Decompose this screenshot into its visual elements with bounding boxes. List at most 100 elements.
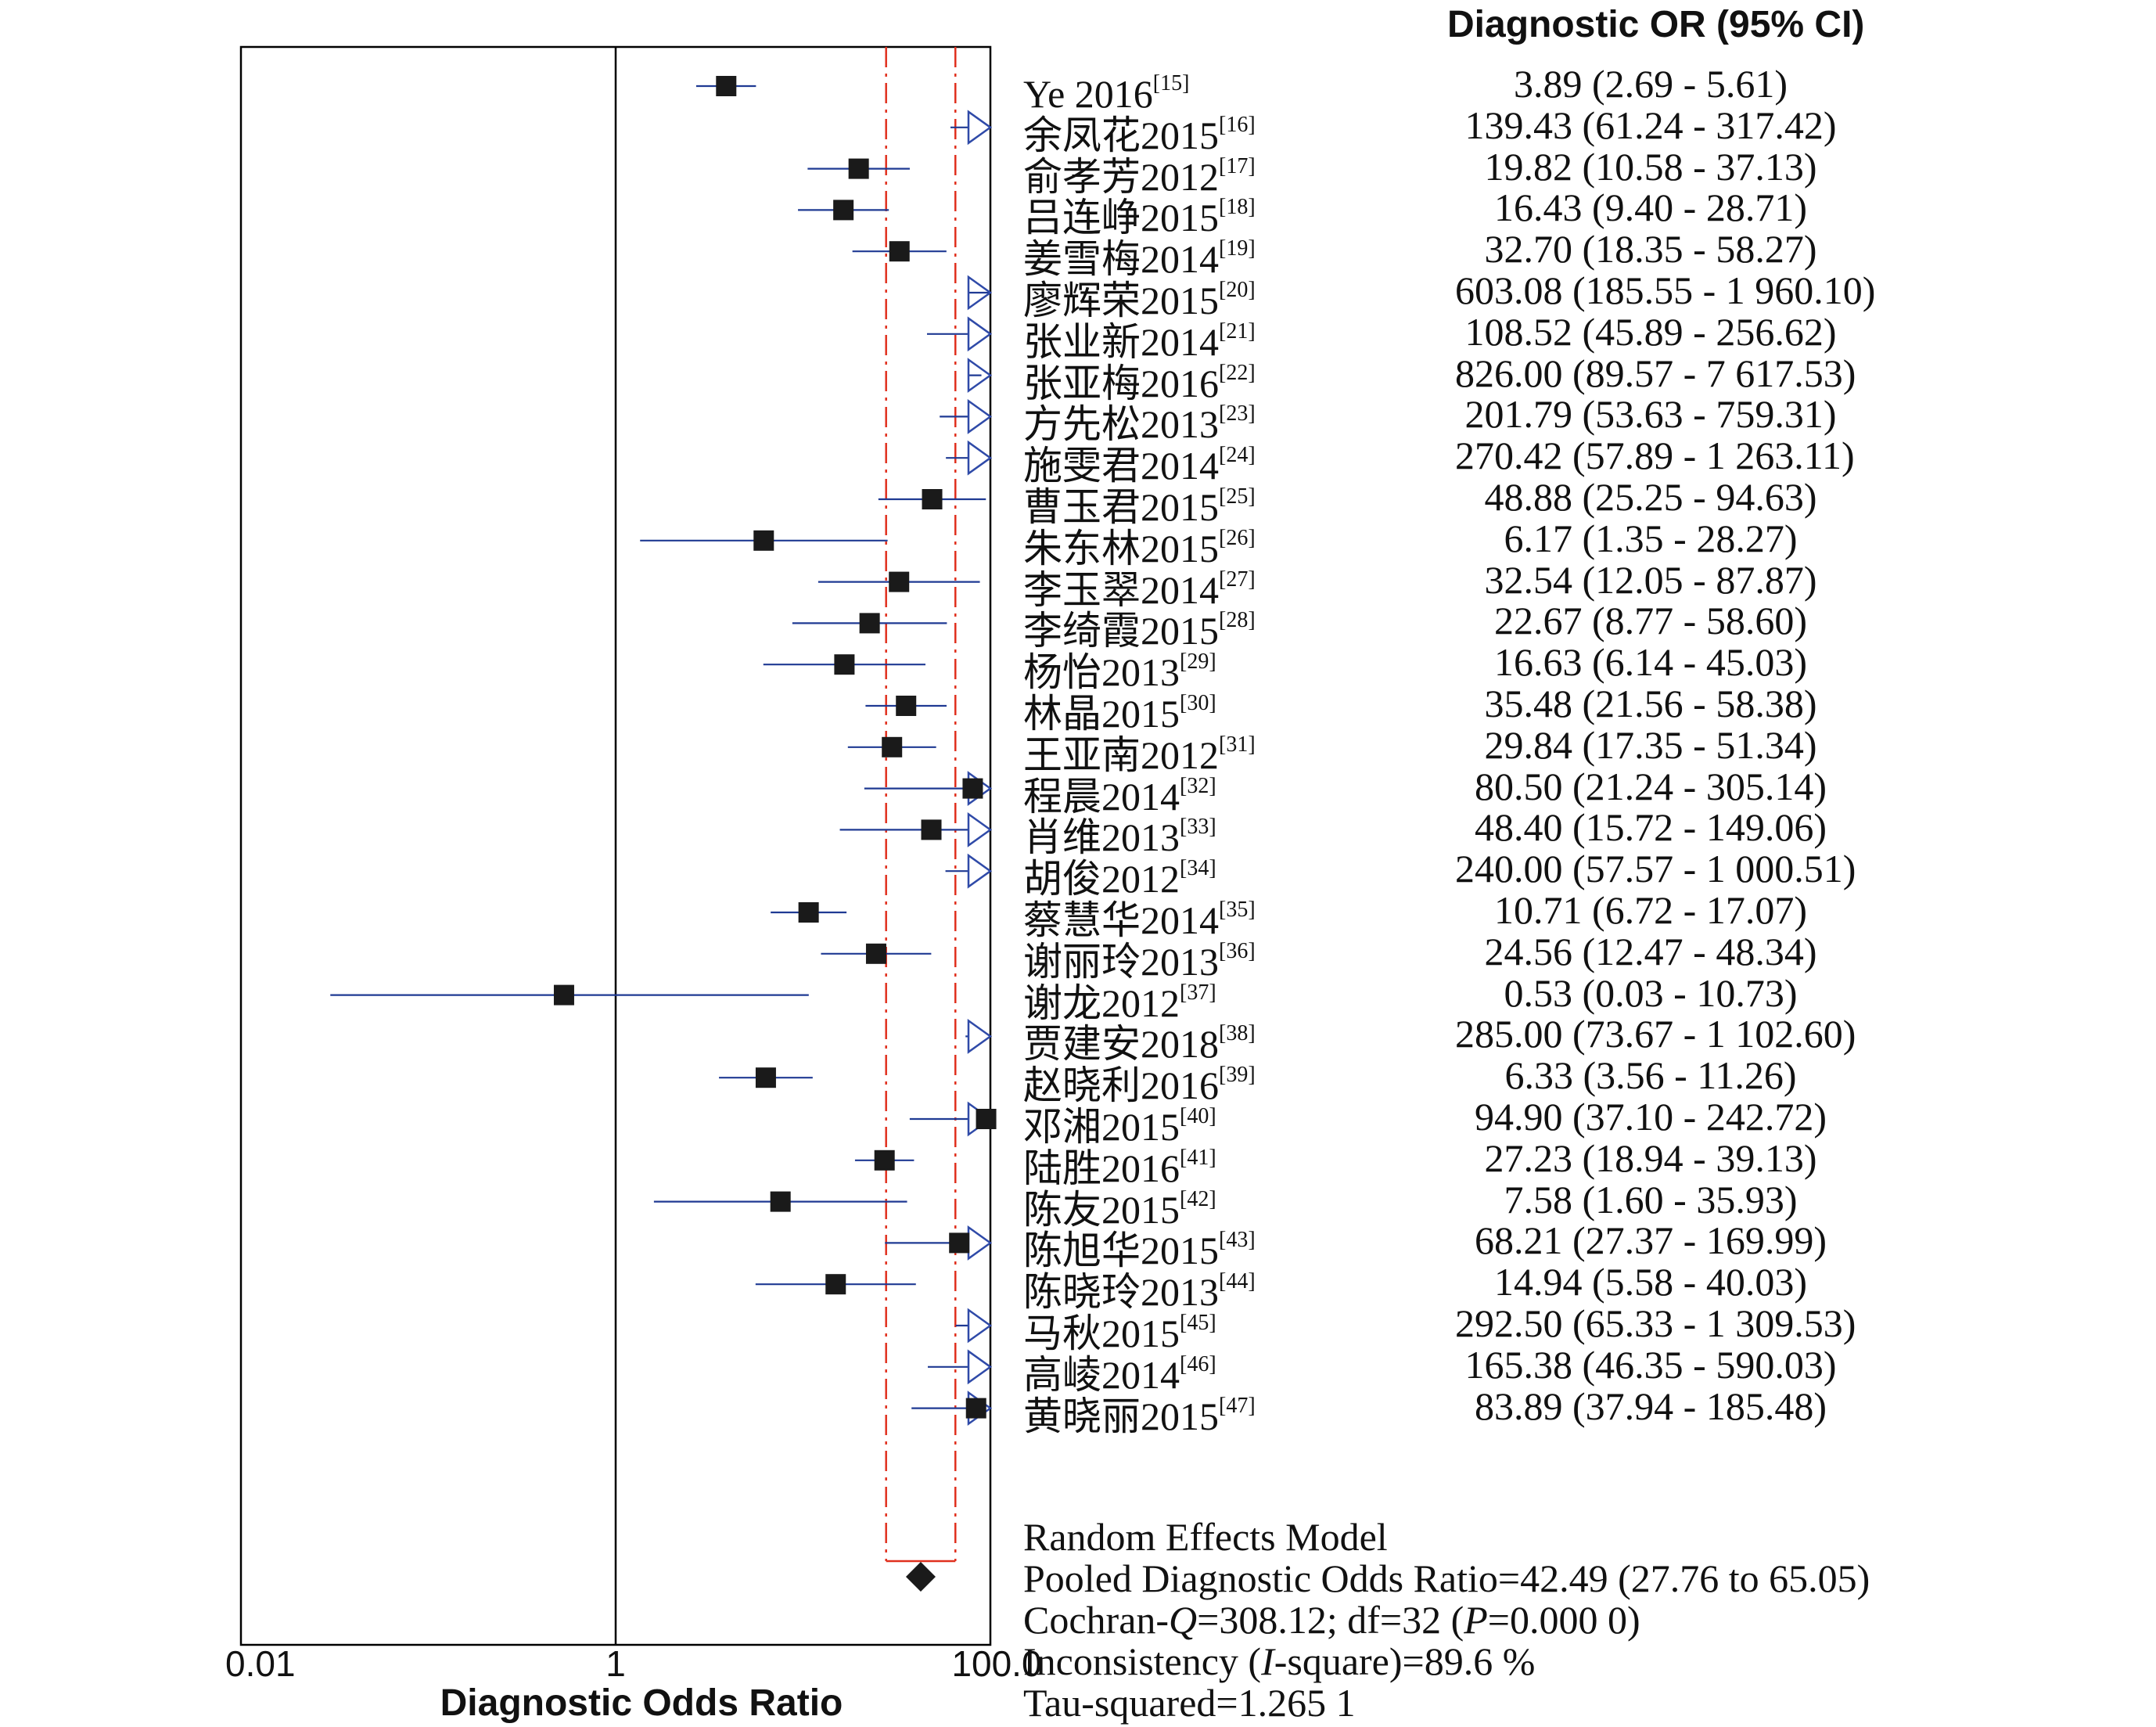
study-reference: [28] bbox=[1219, 608, 1256, 633]
or-marker-26 bbox=[976, 1109, 997, 1129]
or-marker-15 bbox=[834, 654, 855, 675]
or-value-6: 603.08 (185.55 - 1 960.10) bbox=[1455, 268, 1876, 312]
or-value-31: 292.50 (65.33 - 1 309.53) bbox=[1455, 1301, 1856, 1345]
study-label-30: 陈晓玲2013[44] bbox=[1023, 1261, 1256, 1313]
study-name: 陈旭华2015 bbox=[1023, 1229, 1219, 1273]
or-marker-33 bbox=[965, 1398, 986, 1419]
study-label-18: 程晨2014[32] bbox=[1023, 765, 1216, 818]
cochran-p-symbol: P bbox=[1464, 1598, 1488, 1642]
study-name: 程晨2014 bbox=[1023, 774, 1180, 819]
summary-cochran: Cochran-Q=308.12; df=32 (P=0.000 0) bbox=[1023, 1599, 1870, 1641]
study-name: 谢丽玲2013 bbox=[1023, 939, 1219, 984]
study-label-24: 贾建安2018[38] bbox=[1023, 1013, 1256, 1065]
study-label-28: 陈友2015[42] bbox=[1023, 1178, 1216, 1231]
or-value-29: 68.21 (27.37 - 169.99) bbox=[1475, 1218, 1827, 1263]
or-marker-1 bbox=[716, 76, 737, 96]
study-name: 朱东林2015 bbox=[1023, 526, 1219, 570]
study-name: 蔡慧华2014 bbox=[1023, 898, 1219, 942]
or-value-3: 19.82 (10.58 - 37.13) bbox=[1484, 144, 1817, 189]
or-marker-27 bbox=[874, 1150, 895, 1171]
study-name: 陈晓玲2013 bbox=[1023, 1270, 1219, 1315]
study-reference: [25] bbox=[1219, 484, 1256, 509]
study-name: 陈友2015 bbox=[1023, 1187, 1180, 1232]
study-reference: [38] bbox=[1219, 1021, 1256, 1046]
inconsistency-prefix: Inconsistency ( bbox=[1023, 1639, 1262, 1683]
or-value-33: 83.89 (37.94 - 185.48) bbox=[1475, 1383, 1827, 1428]
study-reference: [30] bbox=[1180, 691, 1216, 715]
study-label-20: 胡俊2012[34] bbox=[1023, 847, 1216, 900]
or-marker-19 bbox=[921, 819, 942, 840]
or-value-19: 48.40 (15.72 - 149.06) bbox=[1475, 805, 1827, 850]
study-label-5: 姜雪梅2014[19] bbox=[1023, 228, 1256, 280]
study-label-13: 李玉翠2014[27] bbox=[1023, 559, 1256, 611]
or-marker-28 bbox=[770, 1191, 791, 1212]
study-name: 胡俊2012 bbox=[1023, 857, 1180, 901]
or-value-20: 240.00 (57.57 - 1 000.51) bbox=[1455, 847, 1856, 891]
study-label-14: 李绮霞2015[28] bbox=[1023, 599, 1256, 652]
ci-overflow-arrow-9 bbox=[967, 398, 993, 434]
study-name: 张业新2014 bbox=[1023, 319, 1219, 364]
study-label-12: 朱东林2015[26] bbox=[1023, 517, 1256, 570]
or-marker-17 bbox=[882, 736, 903, 757]
study-name: 俞孝芳2012 bbox=[1023, 154, 1219, 199]
or-marker-23 bbox=[553, 984, 574, 1006]
or-value-7: 108.52 (45.89 - 256.62) bbox=[1464, 309, 1837, 354]
study-label-29: 陈旭华2015[43] bbox=[1023, 1219, 1256, 1272]
or-value-17: 29.84 (17.35 - 51.34) bbox=[1484, 722, 1817, 767]
or-marker-14 bbox=[859, 613, 880, 634]
or-value-9: 201.79 (53.63 - 759.31) bbox=[1464, 392, 1837, 437]
study-label-22: 谢丽玲2013[36] bbox=[1023, 930, 1256, 983]
or-value-13: 32.54 (12.05 - 87.87) bbox=[1484, 557, 1817, 602]
study-reference: [15] bbox=[1152, 71, 1190, 95]
or-marker-3 bbox=[848, 158, 869, 179]
ci-overflow-arrow-7 bbox=[967, 316, 993, 352]
summary-tau: Tau-squared=1.265 1 bbox=[1023, 1681, 1356, 1725]
ci-overflow-arrow-8 bbox=[967, 358, 993, 394]
pooled-diamond bbox=[905, 1562, 936, 1592]
or-marker-11 bbox=[922, 489, 943, 509]
summary-pooled: Pooled Diagnostic Odds Ratio=42.49 (27.7… bbox=[1023, 1556, 1870, 1600]
study-name: 吕连峥2015 bbox=[1023, 196, 1219, 240]
study-name: 林晶2015 bbox=[1023, 692, 1180, 736]
or-marker-29 bbox=[949, 1232, 970, 1254]
study-reference: [40] bbox=[1180, 1104, 1216, 1128]
or-value-22: 24.56 (12.47 - 48.34) bbox=[1484, 929, 1817, 973]
study-label-9: 方先松2013[23] bbox=[1023, 393, 1256, 445]
or-value-4: 16.43 (9.40 - 28.71) bbox=[1494, 185, 1807, 230]
study-label-16: 林晶2015[30] bbox=[1023, 682, 1216, 735]
inconsistency-i-symbol: I bbox=[1261, 1639, 1274, 1683]
study-name: 邓湘2015 bbox=[1023, 1105, 1180, 1149]
or-marker-12 bbox=[753, 530, 774, 551]
study-name: 杨怡2013 bbox=[1023, 650, 1180, 695]
study-label-1: Ye 2016[15] bbox=[1023, 63, 1189, 115]
summary-inconsistency: Inconsistency (I-square)=89.6 % bbox=[1023, 1641, 1870, 1682]
cochran-suffix: =0.000 0) bbox=[1487, 1598, 1640, 1642]
or-marker-5 bbox=[889, 241, 910, 262]
study-label-23: 谢龙2012[37] bbox=[1023, 972, 1216, 1024]
ci-overflow-arrow-2 bbox=[967, 110, 993, 146]
study-label-10: 施雯君2014[24] bbox=[1023, 434, 1256, 487]
study-label-3: 俞孝芳2012[17] bbox=[1023, 146, 1256, 198]
study-reference: [35] bbox=[1219, 898, 1256, 922]
or-value-1: 3.89 (2.69 - 5.61) bbox=[1514, 62, 1788, 106]
study-reference: [33] bbox=[1180, 815, 1216, 840]
ci-overflow-arrow-32 bbox=[967, 1349, 993, 1385]
study-name: 陆胜2016 bbox=[1023, 1146, 1180, 1190]
or-value-18: 80.50 (21.24 - 305.14) bbox=[1475, 764, 1827, 808]
inconsistency-suffix: -square)=89.6 % bbox=[1274, 1639, 1536, 1683]
study-label-6: 廖辉荣2015[20] bbox=[1023, 269, 1256, 322]
or-marker-18 bbox=[962, 778, 983, 799]
or-marker-13 bbox=[889, 571, 910, 592]
or-marker-30 bbox=[825, 1274, 846, 1295]
study-label-15: 杨怡2013[29] bbox=[1023, 641, 1216, 693]
or-value-25: 6.33 (3.56 - 11.26) bbox=[1504, 1053, 1797, 1098]
or-value-27: 27.23 (18.94 - 39.13) bbox=[1484, 1135, 1817, 1180]
study-reference: [34] bbox=[1180, 856, 1216, 881]
study-reference: [22] bbox=[1219, 360, 1256, 385]
ci-overflow-arrow-20 bbox=[967, 853, 993, 889]
study-reference: [26] bbox=[1219, 525, 1256, 550]
or-value-5: 32.70 (18.35 - 58.27) bbox=[1484, 227, 1817, 272]
or-value-14: 22.67 (8.77 - 58.60) bbox=[1494, 599, 1807, 643]
or-value-2: 139.43 (61.24 - 317.42) bbox=[1464, 103, 1837, 147]
